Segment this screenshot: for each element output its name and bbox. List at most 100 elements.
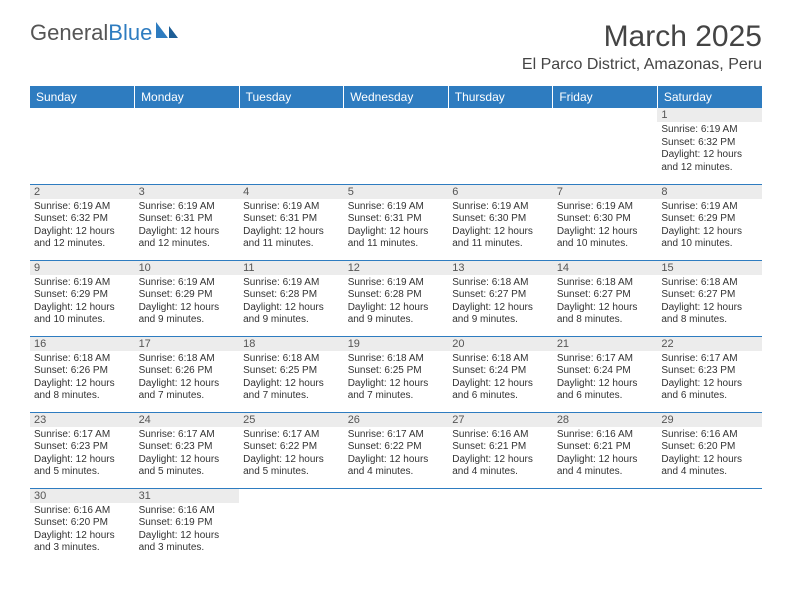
day-number: 10 xyxy=(135,261,240,275)
day-number: 15 xyxy=(657,261,762,275)
calendar-cell xyxy=(344,488,449,564)
daylight-text: and 8 minutes. xyxy=(557,314,654,327)
day-number: 26 xyxy=(344,413,449,427)
sail-icon xyxy=(154,20,180,46)
calendar-cell: 16Sunrise: 6:18 AMSunset: 6:26 PMDayligh… xyxy=(30,336,135,412)
sunrise-text: Sunrise: 6:19 AM xyxy=(243,277,340,290)
calendar-cell: 22Sunrise: 6:17 AMSunset: 6:23 PMDayligh… xyxy=(657,336,762,412)
daylight-text: and 5 minutes. xyxy=(139,466,236,479)
sunset-text: Sunset: 6:29 PM xyxy=(139,289,236,302)
sunrise-text: Sunrise: 6:17 AM xyxy=(34,429,131,442)
sunrise-text: Sunrise: 6:19 AM xyxy=(34,201,131,214)
daylight-text: Daylight: 12 hours xyxy=(34,302,131,315)
day-number: 25 xyxy=(239,413,344,427)
sunset-text: Sunset: 6:27 PM xyxy=(452,289,549,302)
day-number: 5 xyxy=(344,185,449,199)
daylight-text: Daylight: 12 hours xyxy=(348,226,445,239)
calendar-row: 30Sunrise: 6:16 AMSunset: 6:20 PMDayligh… xyxy=(30,488,762,564)
daylight-text: and 6 minutes. xyxy=(661,390,758,403)
daylight-text: Daylight: 12 hours xyxy=(34,454,131,467)
calendar-cell: 24Sunrise: 6:17 AMSunset: 6:23 PMDayligh… xyxy=(135,412,240,488)
daylight-text: and 12 minutes. xyxy=(139,238,236,251)
daylight-text: Daylight: 12 hours xyxy=(34,530,131,543)
calendar-cell: 10Sunrise: 6:19 AMSunset: 6:29 PMDayligh… xyxy=(135,260,240,336)
daylight-text: and 7 minutes. xyxy=(243,390,340,403)
daylight-text: Daylight: 12 hours xyxy=(557,454,654,467)
calendar-cell xyxy=(553,488,658,564)
sunset-text: Sunset: 6:23 PM xyxy=(661,365,758,378)
day-number: 12 xyxy=(344,261,449,275)
sunset-text: Sunset: 6:31 PM xyxy=(348,213,445,226)
day-number: 27 xyxy=(448,413,553,427)
sunrise-text: Sunrise: 6:17 AM xyxy=(348,429,445,442)
day-number: 29 xyxy=(657,413,762,427)
sunset-text: Sunset: 6:23 PM xyxy=(34,441,131,454)
day-number: 16 xyxy=(30,337,135,351)
calendar-cell: 11Sunrise: 6:19 AMSunset: 6:28 PMDayligh… xyxy=(239,260,344,336)
daylight-text: and 3 minutes. xyxy=(34,542,131,555)
daylight-text: Daylight: 12 hours xyxy=(139,454,236,467)
sunset-text: Sunset: 6:31 PM xyxy=(139,213,236,226)
daylight-text: Daylight: 12 hours xyxy=(557,226,654,239)
sunset-text: Sunset: 6:24 PM xyxy=(557,365,654,378)
sunrise-text: Sunrise: 6:18 AM xyxy=(557,277,654,290)
daylight-text: Daylight: 12 hours xyxy=(661,226,758,239)
sunset-text: Sunset: 6:30 PM xyxy=(557,213,654,226)
day-number: 9 xyxy=(30,261,135,275)
weekday-header: Friday xyxy=(553,86,658,108)
sunset-text: Sunset: 6:22 PM xyxy=(243,441,340,454)
calendar-cell: 20Sunrise: 6:18 AMSunset: 6:24 PMDayligh… xyxy=(448,336,553,412)
daylight-text: Daylight: 12 hours xyxy=(661,454,758,467)
day-number: 4 xyxy=(239,185,344,199)
sunrise-text: Sunrise: 6:16 AM xyxy=(661,429,758,442)
calendar-cell: 30Sunrise: 6:16 AMSunset: 6:20 PMDayligh… xyxy=(30,488,135,564)
daylight-text: Daylight: 12 hours xyxy=(243,226,340,239)
daylight-text: and 10 minutes. xyxy=(661,238,758,251)
sunset-text: Sunset: 6:21 PM xyxy=(452,441,549,454)
daylight-text: Daylight: 12 hours xyxy=(557,378,654,391)
sunrise-text: Sunrise: 6:19 AM xyxy=(348,201,445,214)
sunrise-text: Sunrise: 6:17 AM xyxy=(557,353,654,366)
weekday-header: Saturday xyxy=(657,86,762,108)
sunrise-text: Sunrise: 6:18 AM xyxy=(139,353,236,366)
sunset-text: Sunset: 6:24 PM xyxy=(452,365,549,378)
sunset-text: Sunset: 6:30 PM xyxy=(452,213,549,226)
daylight-text: and 4 minutes. xyxy=(452,466,549,479)
sunset-text: Sunset: 6:20 PM xyxy=(34,517,131,530)
title-block: March 2025 El Parco District, Amazonas, … xyxy=(522,20,762,74)
calendar-cell: 26Sunrise: 6:17 AMSunset: 6:22 PMDayligh… xyxy=(344,412,449,488)
weekday-header: Thursday xyxy=(448,86,553,108)
calendar-cell xyxy=(135,108,240,184)
daylight-text: Daylight: 12 hours xyxy=(139,378,236,391)
daylight-text: Daylight: 12 hours xyxy=(348,378,445,391)
day-number: 6 xyxy=(448,185,553,199)
sunset-text: Sunset: 6:26 PM xyxy=(34,365,131,378)
daylight-text: and 4 minutes. xyxy=(557,466,654,479)
calendar-cell: 31Sunrise: 6:16 AMSunset: 6:19 PMDayligh… xyxy=(135,488,240,564)
weekday-header: Monday xyxy=(135,86,240,108)
sunset-text: Sunset: 6:27 PM xyxy=(661,289,758,302)
sunset-text: Sunset: 6:28 PM xyxy=(348,289,445,302)
daylight-text: and 11 minutes. xyxy=(243,238,340,251)
calendar-cell: 4Sunrise: 6:19 AMSunset: 6:31 PMDaylight… xyxy=(239,184,344,260)
daylight-text: Daylight: 12 hours xyxy=(348,454,445,467)
day-number: 21 xyxy=(553,337,658,351)
sunrise-text: Sunrise: 6:19 AM xyxy=(139,277,236,290)
daylight-text: Daylight: 12 hours xyxy=(139,530,236,543)
day-number: 20 xyxy=(448,337,553,351)
daylight-text: and 8 minutes. xyxy=(34,390,131,403)
daylight-text: Daylight: 12 hours xyxy=(661,302,758,315)
daylight-text: Daylight: 12 hours xyxy=(243,454,340,467)
weekday-header-row: Sunday Monday Tuesday Wednesday Thursday… xyxy=(30,86,762,108)
daylight-text: Daylight: 12 hours xyxy=(452,302,549,315)
day-number: 23 xyxy=(30,413,135,427)
sunrise-text: Sunrise: 6:18 AM xyxy=(661,277,758,290)
daylight-text: Daylight: 12 hours xyxy=(34,378,131,391)
sunrise-text: Sunrise: 6:16 AM xyxy=(34,505,131,518)
calendar-row: 16Sunrise: 6:18 AMSunset: 6:26 PMDayligh… xyxy=(30,336,762,412)
daylight-text: Daylight: 12 hours xyxy=(452,454,549,467)
calendar-cell xyxy=(344,108,449,184)
sunrise-text: Sunrise: 6:17 AM xyxy=(661,353,758,366)
calendar-cell xyxy=(239,488,344,564)
calendar-cell xyxy=(239,108,344,184)
